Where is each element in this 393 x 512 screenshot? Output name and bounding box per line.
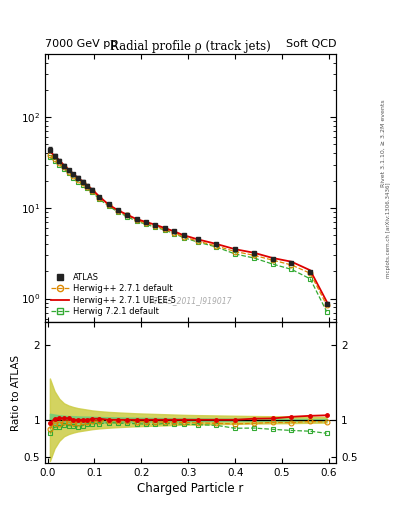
Text: mcplots.cern.ch [arXiv:1306.3436]: mcplots.cern.ch [arXiv:1306.3436] (386, 183, 391, 278)
Y-axis label: Ratio to ATLAS: Ratio to ATLAS (11, 355, 21, 431)
Legend: ATLAS, Herwig++ 2.7.1 default, Herwig++ 2.7.1 UE-EE-5, Herwig 7.2.1 default: ATLAS, Herwig++ 2.7.1 default, Herwig++ … (50, 271, 177, 318)
Title: Radial profile ρ (track jets): Radial profile ρ (track jets) (110, 39, 271, 53)
Text: Rivet 3.1.10, ≥ 3.2M events: Rivet 3.1.10, ≥ 3.2M events (381, 99, 386, 187)
X-axis label: Charged Particle r: Charged Particle r (138, 482, 244, 496)
Text: 7000 GeV pp: 7000 GeV pp (45, 38, 118, 49)
Text: ATLAS_2011_I919017: ATLAS_2011_I919017 (149, 296, 232, 305)
Text: Soft QCD: Soft QCD (286, 38, 336, 49)
